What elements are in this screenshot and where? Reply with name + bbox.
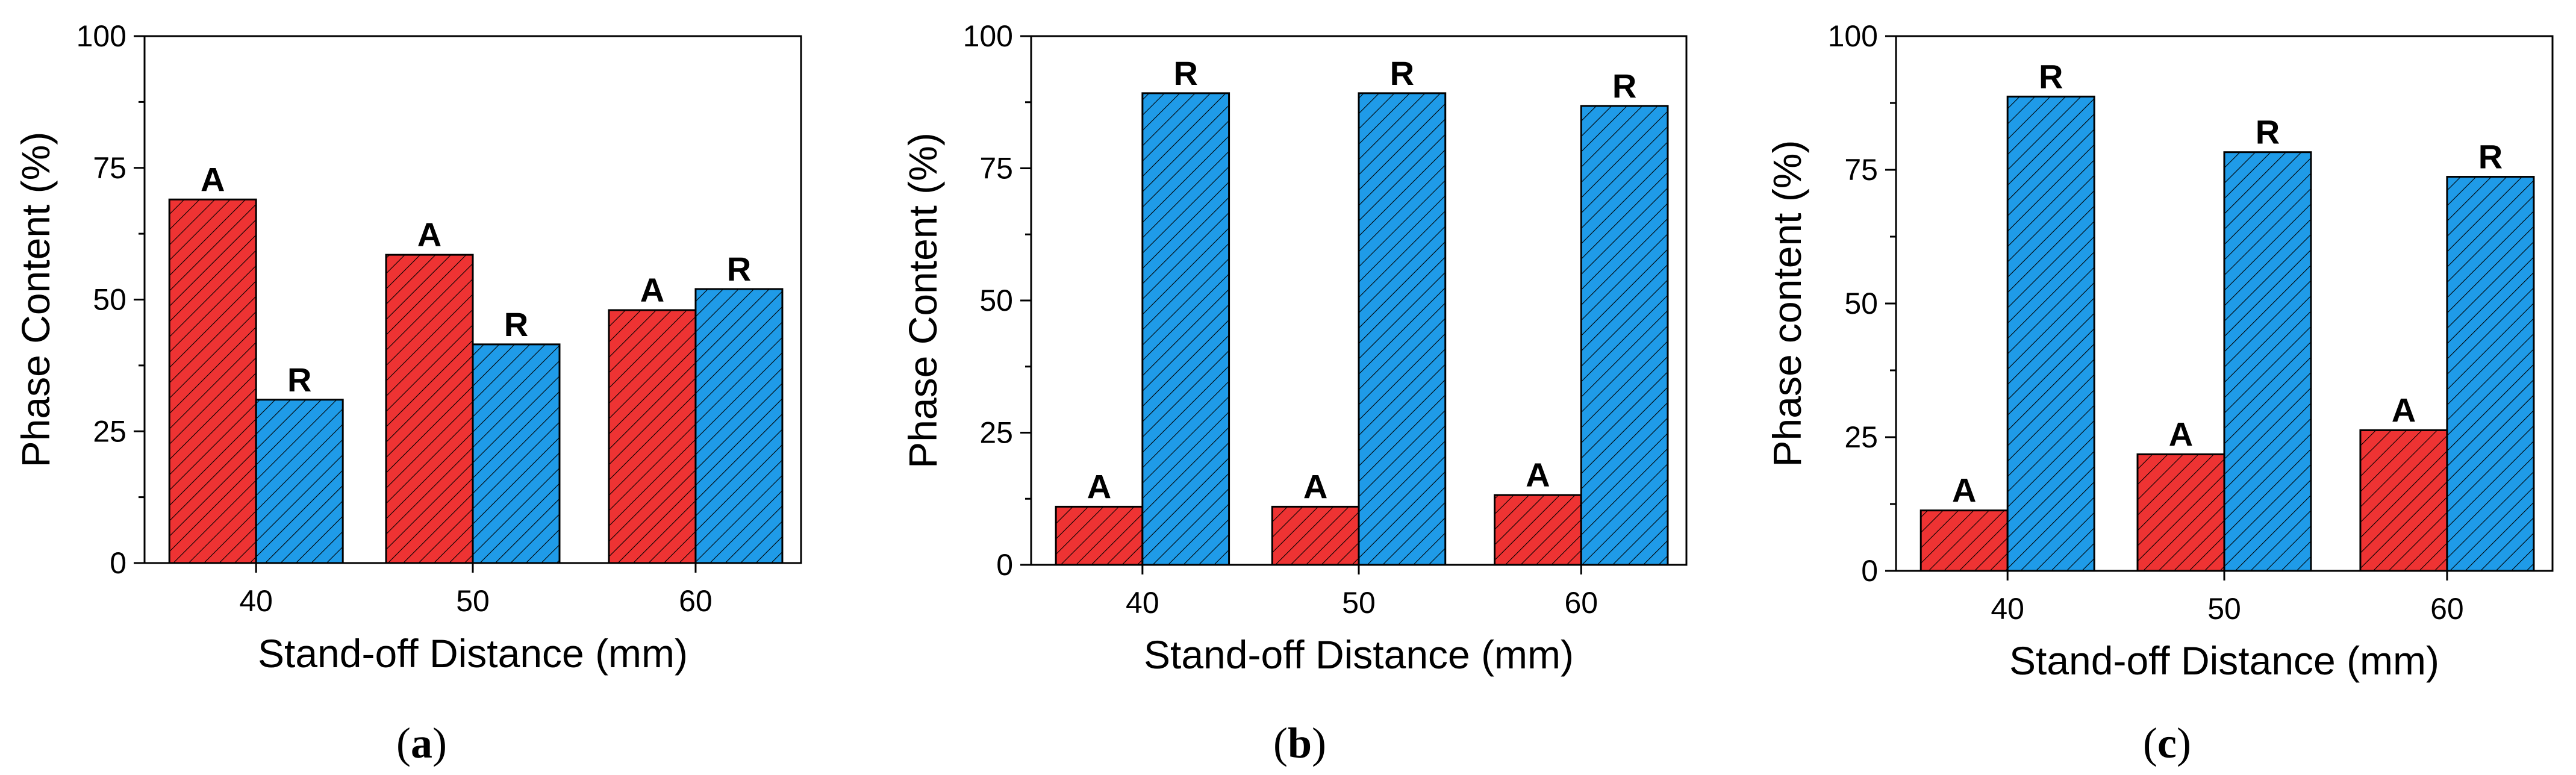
chart-panels: A R 40 A R 50 A R 60 0 25 50 75 100 Stand-off Distance… — [13, 19, 2554, 767]
bar-label-r-50: R — [2256, 113, 2280, 151]
bar-hatch-a-60 — [608, 309, 697, 564]
x-tick-label: 50 — [456, 584, 490, 618]
caption-paren-close: ) — [1312, 719, 1326, 767]
y-tick-label: 75 — [1844, 153, 1878, 187]
caption-paren-open: ( — [396, 719, 411, 767]
y-tick-label: 25 — [93, 414, 126, 448]
panel-caption: (a) — [396, 719, 447, 767]
bar-hatch-r-40 — [1141, 92, 1230, 566]
y-axis-title: Phase Content (%) — [13, 132, 58, 468]
x-tick-label: 40 — [1126, 586, 1159, 620]
bar-hatch-r-50 — [2223, 151, 2312, 572]
bar-label-r-40: R — [2039, 57, 2063, 95]
x-tick-label: 60 — [2430, 592, 2464, 626]
caption-letter: c — [2157, 719, 2177, 767]
y-tick-label: 50 — [1844, 287, 1878, 320]
bar-hatch-a-50 — [1271, 505, 1360, 566]
bar-hatch-a-40 — [1055, 505, 1144, 566]
bar-label-a-40: A — [201, 160, 225, 198]
bar-label-r-50: R — [1390, 54, 1414, 92]
y-tick-label: 50 — [93, 283, 126, 317]
caption-letter: b — [1288, 719, 1312, 767]
y-tick-label: 50 — [979, 284, 1013, 317]
y-axis-title: Phase content (%) — [1765, 140, 1809, 467]
bar-hatch-a-50 — [2136, 453, 2225, 572]
bar-label-a-50: A — [417, 216, 441, 254]
bar-label-a-60: A — [640, 271, 664, 309]
panel-caption: (b) — [1273, 719, 1326, 767]
y-tick-label: 0 — [996, 548, 1013, 582]
y-tick-label: 75 — [93, 151, 126, 185]
bar-hatch-r-40 — [2006, 95, 2095, 572]
caption-letter: a — [411, 719, 432, 767]
bar-hatch-r-50 — [1358, 92, 1447, 566]
bar-label-a-40: A — [1952, 472, 1976, 509]
y-tick-label: 100 — [963, 19, 1013, 53]
bar-hatch-r-50 — [472, 343, 561, 564]
y-axis-title: Phase Content (%) — [900, 132, 945, 468]
y-tick-label: 75 — [979, 152, 1013, 185]
bar-hatch-a-60 — [2359, 429, 2448, 572]
caption-paren-open: ( — [1273, 719, 1288, 767]
bar-label-r-60: R — [727, 250, 751, 288]
bar-label-a-40: A — [1087, 467, 1111, 505]
caption-paren-close: ) — [432, 719, 447, 767]
bar-label-a-60: A — [1526, 456, 1550, 494]
y-tick-label: 100 — [76, 19, 126, 53]
bar-hatch-r-60 — [1580, 105, 1669, 566]
bar-label-r-40: R — [287, 361, 311, 399]
panel-caption: (c) — [2143, 719, 2191, 767]
bar-label-a-50: A — [1303, 467, 1327, 505]
x-tick-label: 40 — [239, 584, 273, 618]
bar-hatch-r-60 — [694, 288, 784, 564]
chart-panel-b: A R 40 A R 50 A R 60 0 25 50 75 100 Stand-off Distance… — [900, 19, 1688, 767]
x-axis-title: Stand-off Distance (mm) — [2009, 638, 2439, 683]
x-tick-label: 60 — [1564, 586, 1598, 620]
bar-label-r-40: R — [1173, 54, 1197, 92]
bar-hatch-a-40 — [168, 198, 257, 564]
y-tick-label: 0 — [1861, 554, 1878, 588]
bar-hatch-a-50 — [385, 254, 474, 564]
bar-hatch-r-40 — [255, 399, 344, 564]
y-tick-label: 0 — [110, 546, 126, 580]
x-tick-label: 40 — [1991, 592, 2024, 626]
bar-label-r-60: R — [1612, 67, 1636, 105]
caption-paren-close: ) — [2177, 719, 2191, 767]
bar-label-r-60: R — [2478, 138, 2503, 176]
y-tick-label: 100 — [1828, 19, 1878, 53]
chart-panel-c: A R 40 A R 50 A R 60 0 25 50 75 100 Stand-off Distance… — [1765, 19, 2554, 767]
x-tick-label: 60 — [679, 584, 713, 618]
chart-panel-a: A R 40 A R 50 A R 60 0 25 50 75 100 Stand-off Distance… — [13, 19, 802, 767]
x-tick-label: 50 — [1342, 586, 1376, 620]
x-tick-label: 50 — [2207, 592, 2241, 626]
bar-hatch-a-60 — [1494, 494, 1582, 566]
bar-label-a-60: A — [2392, 391, 2416, 429]
bar-label-r-50: R — [504, 305, 528, 343]
caption-paren-open: ( — [2143, 719, 2157, 767]
bar-label-a-50: A — [2169, 415, 2193, 453]
x-axis-title: Stand-off Distance (mm) — [258, 631, 688, 676]
y-tick-label: 25 — [1844, 420, 1878, 454]
bar-hatch-a-40 — [1920, 509, 2009, 572]
y-tick-label: 25 — [979, 416, 1013, 450]
bar-hatch-r-60 — [2446, 176, 2535, 572]
x-axis-title: Stand-off Distance (mm) — [1144, 632, 1574, 677]
